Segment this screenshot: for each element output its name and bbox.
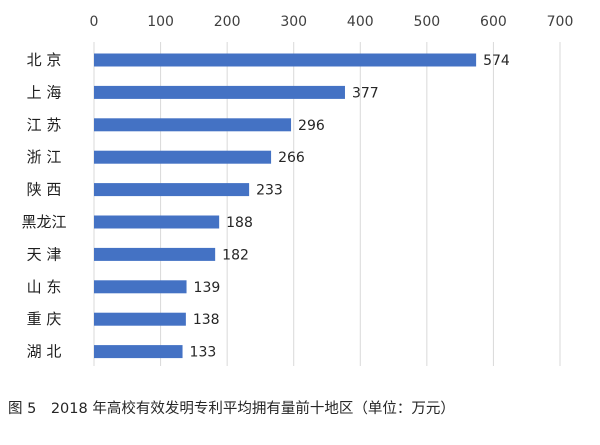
x-tick-label: 400 [347,14,374,30]
data-label: 266 [278,150,305,166]
bar [94,150,272,164]
bar [94,118,292,132]
category-label: 江 苏 [27,116,62,134]
data-label: 574 [483,53,510,69]
data-label: 139 [194,280,221,296]
data-label: 182 [222,247,249,263]
x-tick-label: 100 [147,14,174,30]
category-label: 陕 西 [27,181,62,199]
data-label: 296 [298,118,325,134]
x-tick-label: 300 [280,14,307,30]
bar [94,345,183,359]
bar [94,247,216,261]
category-label: 湖 北 [27,343,62,361]
bar [94,280,187,294]
bars [94,53,477,359]
data-label: 377 [352,85,379,101]
bar [94,85,345,99]
x-axis-ticks: 0 100 200 300 400 500 600 700 [90,14,574,30]
data-label: 138 [193,312,220,328]
bar [94,183,250,197]
category-label: 黑龙江 [21,213,66,231]
x-tick-label: 200 [214,14,241,30]
category-label: 北 京 [27,51,62,69]
figure-caption: 图 5 2018 年高校有效发明专利平均拥有量前十地区（单位：万元） [8,401,455,417]
category-label: 浙 江 [27,148,62,166]
x-tick-label: 700 [547,14,574,30]
category-label: 山 东 [27,278,62,296]
bar [94,312,186,326]
bar-chart: 0 100 200 300 400 500 600 700 北 京上 海江 苏浙 江陕 西黑龙… [21,14,574,366]
data-label: 133 [190,345,217,361]
category-label: 天 津 [27,245,62,263]
data-label: 233 [256,183,283,199]
x-tick-label: 600 [480,14,507,30]
bar [94,215,220,229]
x-tick-label: 0 [90,14,99,30]
data-label: 188 [226,215,253,231]
category-label: 上 海 [27,83,62,101]
category-label: 重 庆 [27,310,62,328]
bar [94,53,477,67]
x-tick-label: 500 [413,14,440,30]
